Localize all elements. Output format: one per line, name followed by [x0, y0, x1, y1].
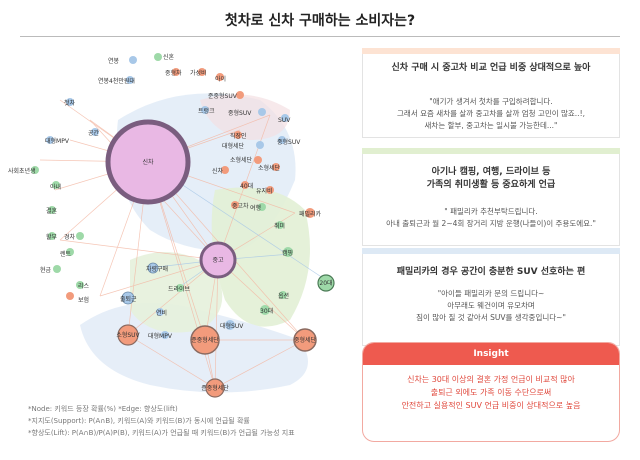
node-label-trunk: 트렁크	[198, 107, 215, 115]
node-label-suv-s: SUV	[278, 117, 291, 124]
node-label-n27: 소형세단	[258, 164, 281, 172]
footnote-3: *향상도(Lift): P(A∩B)/P(A)P(B), 키워드(A)가 언급될…	[28, 429, 295, 437]
node-label-n24: 옵션	[278, 292, 289, 300]
node-label-n7: 직장인	[230, 132, 247, 140]
node-label-commute: 출퇴근	[120, 295, 137, 303]
node-label-junggo-car: 중고차	[232, 202, 249, 210]
node-label-n9: 소형SUV	[116, 331, 140, 339]
node-n10	[293, 328, 317, 352]
node-label-travel: 여행	[250, 204, 261, 212]
insight-heading: Insight	[363, 343, 619, 365]
node-label-n12: 대형MPV	[45, 137, 70, 145]
card-1-quote-line: 새차는 할부, 중고차는 일시불 가능한데..."	[424, 121, 558, 130]
node-label-n16: 준중형세단	[201, 384, 229, 392]
node-label-sincha: 신차	[142, 158, 154, 166]
card-3-quote-line: 아무래도 웨건이며 유모차며	[447, 301, 535, 310]
insight-line: 안전하고 실용적인 SUV 언급 비중이 상대적으로 높음	[401, 401, 581, 410]
insight-line: 출퇴근 외에도 가족 이동 수단으로써	[430, 388, 552, 397]
node-label-age40: 40대	[240, 182, 253, 190]
finding-card-2: 아기나 캠핑, 여행, 드라이브 등 가족의 취미생활 등 중요하게 언급 " …	[362, 148, 620, 246]
card-1-heading: 신차 구매 시 중고차 비교 언급 비중 상대적으로 높아	[391, 63, 591, 73]
node-label-mid-sedan: 준중형세단	[191, 336, 219, 344]
card-3-quote-line: 짐이 많아 질 것 같아서 SUV를 생각중입니다~"	[416, 313, 566, 322]
node-label-space: 공간	[88, 129, 100, 137]
node-label-n26: 유지비	[256, 187, 273, 195]
node-sincha	[105, 119, 191, 205]
card-2-heading: 아기나 캠핑, 여행, 드라이브 등 가족의 취미생활 등 중요하게 언급	[362, 166, 620, 192]
card-1-quote: "애기가 생겨서 첫차를 구입하려합니다. 그래서 요즘 새차를 살까 중고차를…	[362, 54, 620, 138]
footnote-2: *지지도(Support): P(A∩B), 키워드(A)와 키워드(B)가 동…	[28, 417, 250, 425]
card-1-quote-line: "애기가 생겨서 첫차를 구입하려합니다.	[429, 97, 553, 106]
node-age20	[317, 274, 335, 292]
node-label-n6: 연봉4천만원대	[98, 77, 135, 85]
page-title: 첫차로 신차 구매하는 소비자는?	[224, 13, 416, 29]
card-2-accent	[362, 148, 620, 154]
node-label-drive: 드라이브	[168, 285, 191, 293]
card-1-accent	[362, 48, 620, 54]
card-2-heading-line: 가족의 취미생활 등 중요하게 언급	[426, 180, 556, 190]
node-label-age30: 30대	[260, 307, 273, 315]
node-n9	[117, 324, 139, 346]
card-2-quote-line: " 패밀리카 추천부탁드립니다.	[444, 207, 538, 216]
node-label-n5: 첫차	[64, 99, 76, 107]
node-label-n23: 연비	[156, 309, 167, 317]
card-2-quote-line: 아내 출퇴근과 월 2~4회 장거리 지방 운행(나들이)이 주용도에요."	[386, 219, 596, 228]
card-3-accent	[362, 248, 620, 254]
finding-card-1: 신차 구매 시 중고차 비교 언급 비중 상대적으로 높아 "애기가 생겨서 첫…	[362, 48, 620, 138]
small-nodes: 신혼 연봉 중형차 가성비 연봉4천만원대 아이 준중형SUV 중형SUV SU…	[8, 53, 322, 340]
node-label-family: 패밀리카	[299, 210, 322, 218]
node-label-n17: 할부	[46, 233, 58, 241]
node-label-n3: 중형차	[165, 69, 182, 77]
node-label-n8: 사회초년생	[8, 167, 36, 175]
cluster-hull-pink	[200, 94, 290, 140]
node-label-car-buy: 차량구매	[146, 265, 168, 273]
node-jungo	[199, 241, 237, 279]
node-label-hobby: 취미	[274, 222, 285, 230]
node-label-n13: 경차	[64, 233, 76, 241]
card-1-quote-line: 그래서 요즘 새차를 살까 중고차를 살까 엄청 고민이 많죠..!,	[397, 109, 585, 118]
network-graph: 신차 중고 준중형세단 중형세단 소형SUV 준중형세단 20대 신혼 연봉 중…	[8, 53, 335, 398]
node-label-jungo: 중고	[212, 257, 224, 264]
node-mid-sedan	[190, 325, 220, 355]
card-2-quote: " 패밀리카 추천부탁드립니다. 아내 출퇴근과 월 2~4회 장거리 지방 운…	[362, 154, 620, 246]
node-label-n2: 연봉	[108, 57, 120, 65]
node-label-n15: 중형SUV	[228, 109, 252, 117]
node-label-big-suv: 대형SUV	[220, 322, 244, 330]
node-label-n19: 리스	[78, 282, 90, 290]
title-divider	[20, 36, 620, 37]
insight-body: 신차는 30대 이상의 결혼 가정 언급이 비교적 많아 출퇴근 외에도 가족 …	[363, 365, 619, 412]
node-label-age20: 20대	[319, 279, 332, 287]
node-n16	[205, 378, 225, 398]
footnotes: *Node: 키워드 등장 확률(%) *Edge: 향상도(lift) *지지…	[28, 403, 295, 439]
insight-box: Insight 신차는 30대 이상의 결혼 가정 언급이 비교적 많아 출퇴근…	[362, 342, 620, 442]
node-label-n25: 신차	[212, 167, 224, 175]
node-label-child: 아이	[215, 75, 226, 83]
insight-line: 신차는 30대 이상의 결혼 가정 언급이 비교적 많아	[407, 375, 575, 384]
node-label-n22: 결혼	[46, 207, 58, 215]
node-label-n4: 가성비	[190, 69, 207, 77]
finding-card-3: 패밀리카의 경우 공간이 충분한 SUV 선호하는 편 "아이들 패밀리카 문의…	[362, 248, 620, 346]
card-3-heading: 패밀리카의 경우 공간이 충분한 SUV 선호하는 편	[396, 267, 586, 277]
node-label-n11: 소형세단	[230, 156, 253, 164]
node-label-n28: 중형SUV	[277, 138, 301, 146]
card-2-heading-line: 아기나 캠핑, 여행, 드라이브 등	[431, 167, 551, 177]
node-label-n10: 중형세단	[294, 336, 317, 344]
node-label-n14: 대형세단	[222, 142, 245, 150]
node-label-n1: 신혼	[163, 53, 175, 61]
node-label-camping: 캠핑	[282, 249, 293, 257]
node-label-n18: 현금	[40, 266, 52, 274]
node-label-n12b: 대형MPV	[148, 332, 173, 340]
node-label-n21: 보험	[78, 296, 89, 304]
footnote-1: *Node: 키워드 등장 확률(%) *Edge: 향상도(lift)	[28, 405, 178, 413]
node-label-n20: 렌트	[60, 250, 72, 258]
card-3-quote-line: "아이들 패밀리카 문의 드립니다~	[437, 289, 545, 298]
node-label-wife: 아내	[50, 183, 61, 191]
node-label-suv: 준중형SUV	[208, 92, 238, 100]
